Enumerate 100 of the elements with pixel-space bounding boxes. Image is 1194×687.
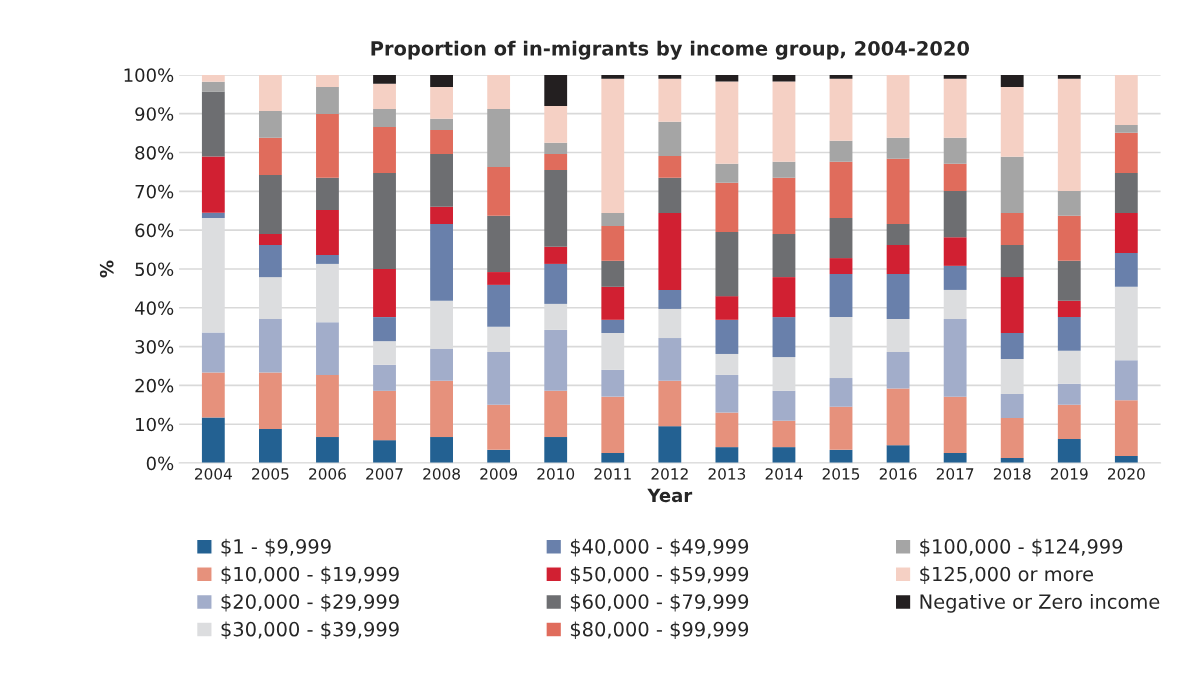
bar: [316, 74, 339, 87]
bar: [1114, 132, 1138, 174]
bar: [772, 390, 796, 421]
bar: [886, 137, 910, 159]
bar: [201, 372, 225, 418]
x-tick-label: 2005: [252, 468, 289, 480]
bar: [1057, 74, 1081, 79]
bar: [943, 319, 967, 397]
bar: [487, 449, 511, 464]
bar: [715, 319, 739, 354]
bar: [772, 81, 796, 162]
bar: [943, 137, 967, 164]
bar: [829, 378, 853, 407]
bar: [1114, 173, 1138, 214]
legend-label: $20,000 - $29,999: [221, 593, 399, 612]
bar: [1057, 78, 1081, 191]
bar: [1057, 383, 1081, 405]
bar: [715, 163, 739, 183]
bar: [943, 74, 967, 79]
bar: [1057, 404, 1081, 439]
bar: [487, 166, 511, 216]
x-tick-label: 2007: [366, 468, 403, 480]
legend-label: $40,000 - $49,999: [570, 538, 749, 557]
bar: [1000, 156, 1024, 214]
bar: [1057, 260, 1081, 301]
bar: [943, 190, 967, 238]
bar: [715, 74, 739, 82]
bar: [373, 317, 396, 342]
bar: [430, 380, 453, 438]
bar: [373, 109, 396, 127]
bar: [829, 78, 853, 141]
bar: [544, 154, 568, 170]
y-tick-label: 20%: [135, 378, 174, 393]
bar: [886, 352, 910, 389]
bar: [316, 209, 339, 255]
bar: [430, 86, 453, 119]
x-tick-label: 2009: [480, 468, 518, 480]
bar: [487, 109, 511, 167]
bar: [1057, 317, 1081, 351]
bar: [258, 428, 282, 464]
bar: [258, 137, 282, 176]
bar: [829, 140, 853, 162]
bar: [886, 244, 910, 275]
bar: [829, 258, 853, 275]
bar: [886, 158, 910, 224]
bar: [1000, 74, 1024, 87]
y-tick-label: 40%: [134, 301, 174, 315]
bar: [373, 126, 396, 174]
bar: [373, 440, 396, 464]
bar: [601, 260, 625, 287]
bar: [258, 175, 282, 235]
bar: [601, 369, 625, 397]
bar: [601, 396, 625, 453]
bar: [1114, 360, 1138, 401]
legend-label: $10,000 - $19,999: [221, 566, 399, 584]
legend-label: $1 - $9,999: [221, 538, 331, 557]
bar: [601, 213, 625, 226]
y-tick-label: 30%: [135, 340, 174, 354]
bar: [487, 404, 511, 450]
bar: [430, 118, 453, 130]
bar: [258, 319, 282, 373]
bar: [1000, 277, 1024, 334]
y-tick-label: 80%: [135, 145, 174, 160]
bar: [544, 437, 568, 464]
bar: [544, 169, 568, 247]
bar: [886, 388, 910, 446]
x-tick-label: 2019: [1050, 468, 1088, 480]
bar: [430, 74, 453, 87]
bar: [487, 74, 511, 110]
bar: [658, 380, 682, 427]
bar: [258, 372, 282, 429]
bar: [430, 348, 453, 381]
bar: [258, 244, 282, 278]
bar: [1114, 74, 1138, 125]
bar: [1000, 86, 1024, 157]
y-tick-label: 60%: [135, 223, 174, 238]
bar: [886, 274, 910, 320]
legend-label: $125,000 or more: [920, 566, 1094, 584]
bar: [1000, 393, 1024, 419]
bar: [201, 212, 225, 219]
bar: [316, 177, 339, 210]
bar: [1114, 400, 1138, 457]
bar: [544, 246, 568, 264]
legend-label: $60,000 - $79,999: [570, 593, 749, 612]
bar: [886, 74, 910, 138]
legend-label: $30,000 - $39,999: [221, 621, 399, 640]
x-tick-label: 2020: [1108, 468, 1145, 480]
y-tick-label: 0%: [146, 456, 174, 471]
bar: [1057, 215, 1081, 261]
bar: [373, 173, 396, 269]
x-tick-label: 2018: [993, 468, 1031, 480]
bar: [201, 81, 225, 92]
bar: [1000, 333, 1024, 360]
bar: [829, 161, 853, 219]
bar: [316, 437, 339, 464]
bar: [772, 177, 796, 235]
bar: [1057, 350, 1081, 384]
bar: [316, 374, 339, 438]
bar: [544, 390, 568, 438]
bar: [658, 156, 682, 178]
